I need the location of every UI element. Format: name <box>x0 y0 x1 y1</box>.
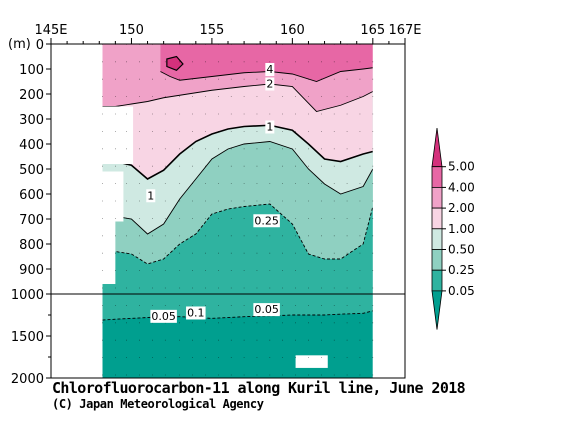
concentration-bands <box>102 44 373 378</box>
contour-lines <box>102 55 374 321</box>
contour-0_25 <box>102 203 374 265</box>
contour-label-4: 4 <box>266 63 273 76</box>
contour-label-bg <box>265 77 275 91</box>
y-tick-label: 2000 <box>11 372 44 387</box>
y-tick-label: 800 <box>19 238 44 253</box>
masked-region-4 <box>102 221 116 284</box>
colorbar-label: 5.00 <box>448 160 475 174</box>
contour-labels: 4 2 1 1 0.25 0.1 0.05 0.05 <box>146 63 280 323</box>
colorbar-label: 0.25 <box>448 263 475 277</box>
y-tick-label: 600 <box>19 188 44 203</box>
masked-region-5 <box>295 355 328 368</box>
y-tick-label: 700 <box>19 213 44 228</box>
colorbar-bottom-arrow <box>431 290 443 330</box>
chart-credit: (C) Japan Meteorological Agency <box>52 397 264 411</box>
contour-label-bg <box>150 309 177 323</box>
y-axis: (m) 0 100 200 300 400 500 600 700 800 900 1000 1500 2… <box>8 37 51 387</box>
contour-5 <box>166 55 184 71</box>
contour-0_05 <box>102 310 373 321</box>
contour-1 <box>102 124 374 180</box>
masked-region-3 <box>102 171 124 222</box>
contour-label-bg <box>253 303 280 317</box>
x-tick-label: 165 <box>360 23 385 38</box>
y-tick-label: 1500 <box>11 330 44 345</box>
contour-label-bg <box>265 120 275 134</box>
masked-region-0 <box>83 44 103 378</box>
contour-label-1: 1 <box>147 189 154 202</box>
y-tick-label: 400 <box>19 138 44 153</box>
contour-2 <box>102 83 374 113</box>
contour-label-bg <box>253 214 280 228</box>
colorbar-segment <box>431 228 443 250</box>
band-above-4 <box>160 44 373 82</box>
colorbar-top-arrow <box>431 127 443 168</box>
y-tick-label: 0 <box>36 38 44 53</box>
contour-0_5 <box>102 141 374 235</box>
contour-label-bg <box>146 189 156 203</box>
colorbar-segment <box>431 166 443 188</box>
y-tick-label: 200 <box>19 88 44 103</box>
contour-label-bg <box>265 63 275 76</box>
colorbar-label: 0.50 <box>448 243 475 257</box>
contour-label-1: 1 <box>266 121 273 134</box>
colorbar-segment <box>431 186 443 209</box>
plot-area <box>83 44 405 378</box>
contour-label-0_25: 0.25 <box>254 214 279 227</box>
colorbar-label: 2.00 <box>448 201 475 215</box>
contour-label-0_05: 0.05 <box>151 310 176 323</box>
masked-region-6 <box>372 44 405 378</box>
masked-region-2 <box>102 146 134 164</box>
y-tick-label: 500 <box>19 163 44 178</box>
y-tick-label: 1000 <box>11 288 44 303</box>
y-tick-label: 100 <box>19 63 44 78</box>
colorbar-segment <box>431 207 443 230</box>
x-axis: 145E 150 155 160 165 167E <box>34 23 422 44</box>
y-tick-label: 300 <box>19 113 44 128</box>
x-tick-label: 167E <box>388 23 421 38</box>
contour-label-bg <box>186 306 206 320</box>
colorbar-label: 4.00 <box>448 180 475 194</box>
colorbar-label: 0.05 <box>448 284 475 298</box>
y-unit-label: (m) <box>8 37 31 52</box>
x-tick-label: 150 <box>119 23 144 38</box>
chart-title: Chlorofluorocarbon-11 along Kuril line, … <box>52 379 466 397</box>
colorbar-label: 1.00 <box>448 222 475 236</box>
x-tick-label: 155 <box>199 23 224 38</box>
colorbar-legend: 5.00 4.00 2.00 1.00 0.50 0.25 0.05 <box>431 127 475 330</box>
colorbar-segment <box>431 269 443 292</box>
contour-label-0_1: 0.1 <box>187 306 205 319</box>
x-tick-label: 160 <box>280 23 305 38</box>
colorbar-segment <box>431 249 443 271</box>
x-tick-label: 145E <box>34 23 67 38</box>
masked-region-1 <box>102 106 134 147</box>
contour-label-2: 2 <box>266 78 273 91</box>
contour-label-0_05: 0.05 <box>254 303 279 316</box>
y-tick-label: 900 <box>19 263 44 278</box>
